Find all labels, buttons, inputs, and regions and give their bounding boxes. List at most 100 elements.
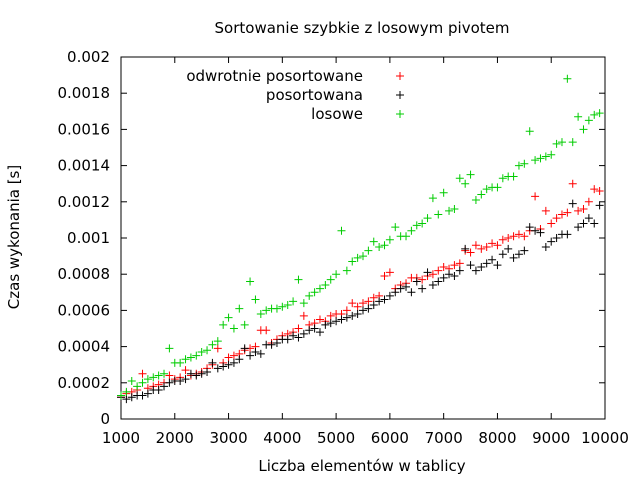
data-point (240, 344, 249, 353)
data-point (235, 355, 244, 364)
data-point (466, 261, 475, 270)
data-point (434, 277, 443, 286)
data-point (299, 329, 308, 338)
data-point (181, 375, 190, 384)
x-tick-label: 4000 (263, 429, 301, 447)
data-point (369, 300, 378, 309)
data-point (203, 367, 212, 376)
y-tick-label: 0.0006 (58, 301, 111, 319)
data-point (493, 183, 502, 192)
data-point (385, 235, 394, 244)
data-point (466, 248, 475, 257)
data-point (224, 353, 233, 362)
data-point (547, 237, 556, 246)
data-point (380, 295, 389, 304)
data-point (439, 262, 448, 271)
data-point (418, 219, 427, 228)
data-point (547, 219, 556, 228)
data-point (272, 338, 281, 347)
data-point (133, 382, 142, 391)
data-point (514, 161, 523, 170)
data-point (385, 268, 394, 277)
data-point (375, 297, 384, 306)
data-point (326, 319, 335, 328)
data-point (584, 116, 593, 125)
data-point (584, 214, 593, 223)
data-point (445, 270, 454, 279)
data-point (219, 320, 228, 329)
data-point (590, 219, 599, 228)
plot-area: 1000 2000 3000 4000 5000 6000 7000 8000 9000 1000… (58, 48, 629, 447)
data-point (574, 112, 583, 121)
data-point (482, 259, 491, 268)
data-point (471, 241, 480, 250)
data-point (455, 174, 464, 183)
x-tick-label: 7000 (425, 429, 463, 447)
data-point (305, 291, 314, 300)
data-point (477, 262, 486, 271)
data-point (278, 302, 287, 311)
data-point (477, 190, 486, 199)
data-point (240, 320, 249, 329)
data-point (509, 232, 518, 241)
data-point (595, 201, 604, 210)
data-point (563, 74, 572, 83)
data-point (203, 346, 212, 355)
data-point (294, 324, 303, 333)
data-point (160, 382, 169, 391)
data-point (574, 206, 583, 215)
data-point (359, 306, 367, 315)
data-point (391, 223, 400, 232)
data-point (294, 275, 303, 284)
data-point (117, 391, 125, 400)
data-point (326, 275, 335, 284)
data-point (493, 261, 502, 270)
data-point (342, 266, 351, 275)
data-point (482, 243, 491, 252)
data-point (337, 315, 346, 324)
axis-tick-labels: 1000 2000 3000 4000 5000 6000 7000 8000 9000 1000… (58, 48, 629, 447)
data-point (407, 288, 416, 297)
data-point (122, 387, 131, 396)
x-tick-label: 10000 (581, 429, 629, 447)
data-point (272, 304, 281, 313)
data-point (520, 246, 529, 255)
data-point (455, 259, 464, 268)
data-point (488, 239, 497, 248)
data-point (471, 195, 480, 204)
x-tick-label: 3000 (209, 429, 247, 447)
data-point (165, 378, 174, 387)
data-point (531, 192, 540, 201)
data-point (509, 253, 518, 262)
data-point (353, 253, 362, 262)
data-point (310, 288, 319, 297)
data-point (445, 206, 454, 215)
y-tick-label: 0.0014 (58, 157, 111, 175)
y-tick-label: 0.001 (67, 229, 110, 247)
data-point (547, 150, 556, 159)
data-point (595, 186, 604, 195)
data-point (412, 221, 421, 230)
data-point (224, 360, 233, 369)
data-point (332, 270, 341, 279)
data-point (466, 170, 475, 179)
data-point (563, 208, 572, 217)
data-point (482, 185, 491, 194)
data-point (428, 281, 437, 290)
data-point (563, 230, 572, 239)
data-point (186, 369, 195, 378)
data-point (434, 210, 443, 219)
data-point (439, 273, 448, 282)
data-point (353, 310, 362, 319)
data-point (197, 348, 206, 357)
data-point (525, 127, 534, 136)
data-point (407, 226, 416, 235)
data-point (256, 310, 265, 319)
data-point (557, 210, 566, 219)
data-point (353, 302, 362, 311)
data-point (428, 194, 437, 203)
data-point (579, 125, 588, 134)
data-point (434, 266, 443, 275)
x-tick-label: 2000 (156, 429, 194, 447)
data-point (181, 366, 190, 375)
